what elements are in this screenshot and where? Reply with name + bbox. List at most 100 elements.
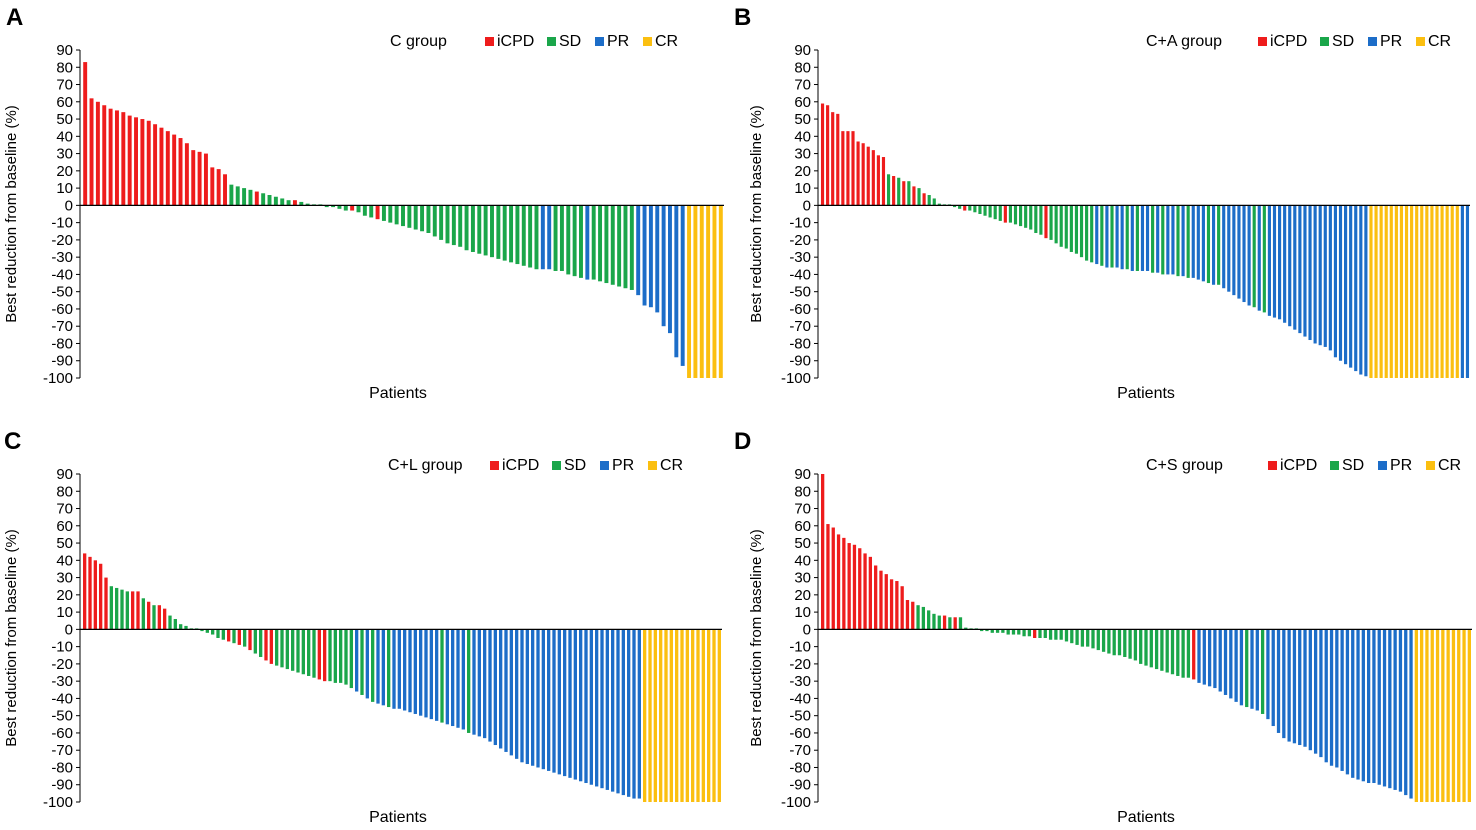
bar-cr: [712, 205, 717, 378]
bar-cr: [696, 629, 700, 802]
bar-sd: [216, 629, 220, 638]
bar-icpd: [93, 560, 97, 630]
bar-pr: [1288, 205, 1292, 327]
bar-sd: [339, 629, 343, 683]
bar-icpd: [134, 117, 138, 206]
bar-icpd: [269, 629, 273, 664]
legend-swatch-sd: [547, 37, 556, 46]
bar-sd: [509, 205, 514, 263]
bar-sd: [248, 189, 253, 206]
bar-cr: [1425, 205, 1429, 378]
bar-pr: [1227, 205, 1231, 292]
bar-pr: [499, 629, 503, 749]
bar-sd: [566, 205, 571, 275]
bar-cr: [1420, 205, 1424, 378]
legend-label-sd: SD: [1332, 33, 1354, 50]
bar-sd: [413, 205, 418, 230]
y-tick-label: 30: [794, 146, 811, 163]
bar-cr: [687, 205, 692, 378]
y-tick-label: 10: [56, 180, 73, 197]
bar-sd: [604, 205, 609, 284]
bar-sd: [141, 598, 145, 630]
bar-pr: [1313, 629, 1318, 754]
bar-pr: [515, 629, 519, 759]
bar-sd: [407, 205, 412, 228]
y-tick-label: -90: [789, 777, 811, 794]
bar-cr: [664, 629, 668, 802]
bar-sd: [388, 205, 393, 223]
bar-sd: [907, 181, 911, 206]
bar-sd: [1151, 205, 1155, 273]
legend-swatch-icpd: [1268, 461, 1277, 470]
bar-cr: [718, 205, 723, 378]
bar-pr: [1207, 629, 1212, 687]
bar-sd: [1022, 629, 1026, 637]
bar-icpd: [1044, 205, 1048, 239]
bar-pr: [1298, 205, 1302, 334]
y-tick-label: -10: [51, 639, 73, 656]
bar-pr: [1293, 205, 1297, 330]
y-axis-label: Best reduction from baseline (%): [3, 529, 20, 747]
bar-cr: [712, 629, 716, 802]
bar-pr: [1361, 629, 1365, 782]
bar-sd: [990, 629, 994, 633]
bar-pr: [1319, 629, 1323, 758]
bar-icpd: [874, 565, 878, 630]
bar-sd: [211, 629, 215, 635]
panel-d: D 90 80 70 60 50 40 30 20 10 0 -10 -20 -30 -40 -50 -60-…: [734, 412, 1476, 826]
bar-sd: [598, 205, 603, 282]
bar-pr: [621, 629, 625, 796]
bar-pr: [568, 629, 572, 778]
bar-pr: [1354, 205, 1358, 372]
bar-pr: [1298, 629, 1302, 746]
y-tick-label: 20: [56, 587, 73, 604]
bar-icpd: [216, 169, 221, 206]
bar-sd: [629, 205, 634, 290]
bar-sd: [917, 188, 921, 206]
bar-sd: [259, 629, 263, 657]
bar-sd: [253, 629, 257, 654]
y-tick-label: 50: [794, 535, 811, 552]
bar-icpd: [127, 115, 132, 206]
bar-sd: [1054, 629, 1058, 640]
bar-sd: [401, 205, 405, 227]
bar-icpd: [884, 574, 888, 630]
y-tick-label: -60: [789, 301, 811, 318]
bar-cr: [1414, 629, 1418, 802]
bar-sd: [1165, 629, 1169, 673]
bar-cr: [717, 629, 721, 802]
bar-sd: [988, 205, 992, 218]
bar-cr: [648, 629, 652, 802]
bar-pr: [1340, 629, 1344, 771]
bar-sd: [932, 613, 936, 630]
bar-sd: [1176, 205, 1180, 277]
bar-pr: [419, 629, 423, 716]
bar-sd: [964, 627, 968, 630]
bar-pr: [1338, 205, 1343, 361]
bar-cr: [691, 629, 695, 802]
panel-a: A 90 80 70 60 50 40 30 20 10 0 -10 -20 -30 -40 -50 -60-…: [0, 0, 738, 412]
bar-icpd: [88, 556, 92, 630]
bar-pr: [642, 205, 647, 306]
bar-pr: [584, 629, 588, 784]
bar-sd: [1054, 205, 1058, 244]
bar-pr: [1222, 205, 1226, 289]
bar-icpd: [172, 134, 177, 206]
bar-icpd: [317, 629, 321, 680]
x-axis-label: Patients: [369, 809, 427, 825]
bar-cr: [643, 629, 647, 802]
bar-icpd: [881, 157, 886, 206]
legend-swatch-icpd: [1258, 37, 1267, 46]
bar-pr: [1323, 205, 1327, 347]
bar-pr: [1345, 629, 1350, 775]
bar-pr: [413, 629, 417, 714]
bar-pr: [1409, 629, 1413, 799]
bar-icpd: [153, 124, 158, 206]
y-tick-label: -100: [43, 794, 73, 811]
bar-pr: [547, 629, 551, 771]
bar-pr: [525, 629, 529, 765]
y-tick-label: 80: [56, 59, 73, 76]
bar-pr: [668, 205, 672, 334]
bar-cr: [1440, 205, 1444, 378]
bar-pr: [1335, 629, 1339, 768]
